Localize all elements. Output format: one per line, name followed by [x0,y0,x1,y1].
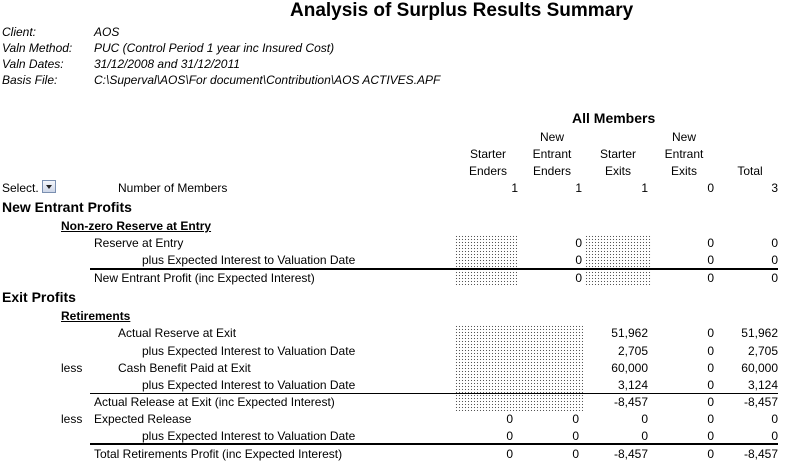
cell-value: 0 [707,326,714,340]
cell-value: 0 [707,361,714,375]
col-header-line: Exits [604,164,631,178]
row-prefix: less [61,412,83,426]
cell-value: 0 [707,378,714,392]
select-label: Select. [2,181,39,195]
cell-value: 3,124 [747,378,778,392]
members-label: Number of Members [118,181,228,195]
cell-value: 60,000 [741,361,778,375]
cell-value: 2,705 [617,344,648,358]
row-label: plus Expected Interest to Valuation Date [142,429,356,443]
cell-value: 0 [707,271,714,285]
cell-value: 0 [572,429,579,443]
shaded-cell [585,235,651,285]
cell-value: 0 [771,236,778,250]
group-header: All Members [572,110,656,126]
col-header-total: Total [720,163,780,180]
cell-value: 0 [771,271,778,285]
col-header-line: Enders [532,164,572,178]
col-header-line: New [539,130,564,144]
row-label: Expected Release [94,412,192,426]
col-header-line: Starter [599,147,636,161]
col-header-line: New [671,130,696,144]
col-header-starter-enders: Starter Enders [458,146,518,180]
valn-dates-label: Valn Dates: [2,57,64,71]
row-label: Actual Release at Exit (inc Expected Int… [94,395,335,409]
cell-value: -8,457 [613,395,648,409]
cell-value: 0 [771,253,778,267]
cell-value: 3,124 [617,378,648,392]
row-divider [90,443,778,445]
row-label: plus Expected Interest to Valuation Date [142,253,356,267]
section-heading-exit-profits: Exit Profits [2,289,76,305]
col-header-line: Exits [670,164,697,178]
cell-value: 0 [641,429,648,443]
cell-value: 0 [707,395,714,409]
col-header-new-entrant-enders: New Entrant Enders [522,129,582,180]
shaded-cell [455,325,583,411]
valn-method-value: PUC (Control Period 1 year inc Insured C… [94,41,335,55]
cell-value: -8,457 [613,447,648,461]
report-title: Analysis of Surplus Results Summary [290,0,634,21]
cell-value: 0 [575,253,582,267]
cell-value: 0 [575,236,582,250]
cell-value: 0 [707,236,714,250]
basis-file-label: Basis File: [2,73,58,87]
client-value: AOS [94,25,120,39]
shaded-cell [455,235,517,285]
row-label: plus Expected Interest to Valuation Date [142,344,356,358]
cell-value: 0 [572,412,579,426]
subsection-heading-retirements: Retirements [61,309,131,323]
col-header-starter-exits: Starter Exits [588,146,648,180]
cell-value: 0 [707,412,714,426]
cell-value: 0 [707,429,714,443]
cell-value: 0 [575,271,582,285]
cell-value: -8,457 [743,395,778,409]
cell-value: 0 [707,253,714,267]
cell-value: 0 [771,412,778,426]
row-label: New Entrant Profit (inc Expected Interes… [94,271,315,285]
row-label: Cash Benefit Paid at Exit [118,361,251,375]
cell-value: 0 [707,447,714,461]
row-prefix: less [61,361,83,375]
row-label: Reserve at Entry [94,236,184,250]
row-divider [90,268,778,270]
members-value-total: 3 [771,181,778,195]
cell-value: 0 [707,344,714,358]
col-header-line: Starter [469,147,506,161]
row-label: Total Retirements Profit (inc Expected I… [94,447,343,461]
subsection-heading-non-zero-reserve: Non-zero Reserve at Entry [61,219,212,233]
members-value-starter-exits: 1 [641,181,648,195]
basis-file-value: C:\Superval\AOS\For document\Contributio… [94,73,441,87]
row-label: Actual Reserve at Exit [118,326,237,340]
cell-value: -8,457 [743,447,778,461]
select-dropdown-button[interactable] [42,180,56,193]
col-header-line: Entrant [532,147,572,161]
cell-value: 0 [506,429,513,443]
cell-value: 2,705 [747,344,778,358]
cell-value: 0 [506,447,513,461]
valn-method-label: Valn Method: [2,41,73,55]
cell-value: 0 [641,412,648,426]
members-value-new-entrant-enders: 1 [575,181,582,195]
row-label: plus Expected Interest to Valuation Date [142,378,356,392]
cell-value: 0 [572,447,579,461]
col-header-line: Entrant [664,147,704,161]
col-header-line: Enders [468,164,508,178]
cell-value: 51,962 [611,326,648,340]
members-value-starter-enders: 1 [511,181,518,195]
cell-value: 51,962 [741,326,778,340]
members-value-new-entrant-exits: 0 [707,181,714,195]
row-divider [90,393,778,394]
valn-dates-value: 31/12/2008 and 31/12/2011 [94,57,240,71]
col-header-new-entrant-exits: New Entrant Exits [654,129,714,180]
cell-value: 0 [506,412,513,426]
cell-value: 0 [771,429,778,443]
cell-value: 60,000 [611,361,648,375]
client-label: Client: [2,25,37,39]
col-header-line: Total [737,164,763,178]
section-heading-new-entrant: New Entrant Profits [2,199,132,215]
